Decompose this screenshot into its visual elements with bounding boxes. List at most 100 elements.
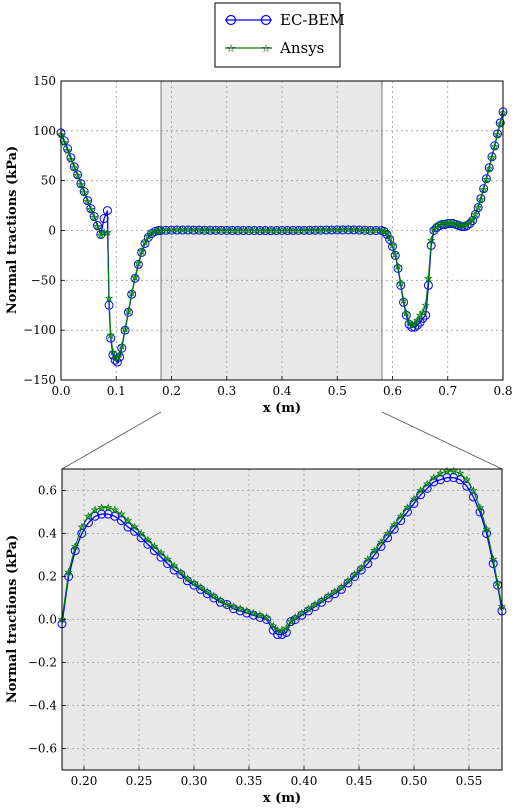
zoom-line-right bbox=[381, 411, 503, 470]
point-ecbem bbox=[356, 565, 366, 575]
point-ansys bbox=[108, 347, 118, 356]
y-tick-label: 50 bbox=[41, 174, 56, 188]
point-ansys bbox=[460, 221, 469, 230]
point-ecbem bbox=[116, 516, 126, 526]
point-ansys bbox=[110, 505, 120, 514]
point-ansys bbox=[469, 486, 478, 495]
point-ansys bbox=[70, 163, 79, 172]
point-ansys bbox=[73, 171, 82, 180]
point-ansys bbox=[268, 621, 278, 630]
point-ansys bbox=[416, 486, 425, 495]
legend-marker-ansys: ☆ bbox=[261, 42, 271, 55]
chart-full-domain: 0.0 0.1 0.2 0.3 0.4 0.5 0.6 0.7 0.8 150 100 50 0 −50 −… bbox=[5, 74, 513, 416]
point-ansys bbox=[103, 503, 113, 512]
point-ansys bbox=[482, 175, 491, 184]
point-ecbem bbox=[350, 572, 360, 581]
x-tick-label: 0.30 bbox=[181, 774, 208, 788]
point-ecbem bbox=[90, 511, 100, 521]
point-ecbem bbox=[484, 163, 494, 173]
point-ecbem bbox=[479, 184, 489, 194]
point-ansys bbox=[242, 606, 252, 615]
point-ecbem bbox=[66, 153, 76, 163]
x-tick-label: 0.35 bbox=[236, 774, 263, 788]
point-ansys bbox=[120, 324, 130, 333]
point-ansys bbox=[79, 188, 89, 197]
point-ansys bbox=[402, 308, 411, 317]
point-ansys bbox=[421, 300, 430, 309]
point-ansys bbox=[183, 574, 192, 583]
point-ansys bbox=[424, 273, 433, 282]
point-ansys bbox=[144, 232, 153, 241]
point-ansys bbox=[323, 591, 333, 600]
point-ansys bbox=[350, 569, 359, 578]
y-tick-label: −0.4 bbox=[28, 699, 58, 713]
point-ansys bbox=[150, 541, 159, 550]
point-ansys bbox=[487, 153, 497, 162]
point-ecbem bbox=[73, 170, 83, 180]
legend-marker-ecbem bbox=[260, 14, 272, 26]
y-tick-label: −100 bbox=[23, 323, 56, 337]
point-ecbem bbox=[79, 187, 89, 197]
point-ansys bbox=[262, 612, 271, 621]
point-ecbem bbox=[103, 509, 113, 519]
point-ansys bbox=[235, 604, 245, 613]
x-tick-label: 0.2 bbox=[162, 384, 181, 398]
point-ansys bbox=[317, 595, 326, 604]
point-ecbem bbox=[490, 141, 500, 151]
point-ansys bbox=[382, 229, 392, 238]
point-ecbem bbox=[229, 604, 239, 614]
x-tick-label: 0.50 bbox=[401, 774, 428, 788]
point-ecbem bbox=[63, 144, 73, 154]
series-group bbox=[56, 107, 508, 367]
x-axis-label: x (m) bbox=[263, 791, 301, 806]
point-ecbem bbox=[492, 129, 502, 139]
point-ansys bbox=[216, 595, 225, 604]
point-ansys bbox=[473, 203, 483, 212]
point-ansys bbox=[297, 608, 307, 617]
point-ansys bbox=[113, 353, 122, 362]
point-ansys bbox=[106, 330, 115, 339]
point-ansys bbox=[176, 567, 186, 576]
point-ansys bbox=[136, 529, 146, 538]
point-ansys bbox=[115, 349, 124, 358]
point-ansys bbox=[403, 503, 412, 512]
point-ecbem bbox=[255, 612, 265, 622]
point-ansys bbox=[462, 475, 472, 484]
point-ecbem bbox=[92, 221, 102, 231]
x-tick-label: 0.55 bbox=[456, 774, 483, 788]
point-ansys bbox=[77, 522, 87, 531]
point-ansys bbox=[457, 221, 466, 230]
point-ansys bbox=[399, 295, 408, 304]
point-ecbem bbox=[89, 212, 99, 222]
point-ecbem bbox=[495, 118, 505, 128]
point-ansys bbox=[304, 604, 313, 613]
point-ansys bbox=[63, 146, 72, 155]
y-tick-label: 0 bbox=[48, 224, 56, 238]
point-ecbem bbox=[176, 569, 186, 579]
point-ansys bbox=[117, 341, 126, 350]
point-ecbem bbox=[76, 179, 86, 189]
point-ecbem bbox=[235, 606, 245, 616]
y-tick-label: 0.0 bbox=[38, 613, 57, 627]
point-ansys bbox=[468, 215, 477, 224]
point-ansys bbox=[143, 535, 153, 544]
tick-labels: 0.20 0.25 0.30 0.35 0.40 0.45 0.50 0.55 0.6 0.4 0.… bbox=[28, 484, 483, 789]
grid bbox=[62, 469, 502, 770]
y-axis-label: Normal tractions (kPa) bbox=[5, 535, 20, 703]
point-ansys bbox=[493, 130, 502, 139]
point-ansys bbox=[389, 520, 399, 529]
point-ansys bbox=[137, 246, 146, 256]
point-ansys bbox=[282, 623, 291, 632]
point-ansys bbox=[482, 524, 491, 533]
point-ansys bbox=[89, 213, 99, 222]
point-ansys bbox=[370, 546, 379, 555]
y-axis-label: Normal tractions (kPa) bbox=[5, 146, 20, 314]
point-ecbem bbox=[248, 610, 258, 620]
point-ansys bbox=[476, 195, 486, 204]
point-ansys bbox=[488, 554, 498, 563]
legend-marker-ansys: ☆ bbox=[226, 42, 236, 55]
point-ansys bbox=[277, 625, 287, 634]
point-ansys bbox=[383, 529, 392, 538]
point-ansys bbox=[163, 554, 172, 563]
point-ansys bbox=[103, 228, 112, 237]
